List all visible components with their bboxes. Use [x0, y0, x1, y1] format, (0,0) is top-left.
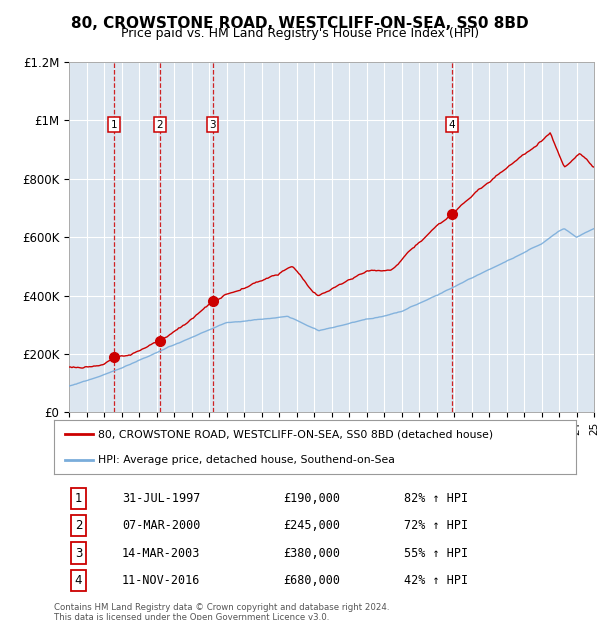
- Text: 11-NOV-2016: 11-NOV-2016: [122, 574, 200, 587]
- Text: 4: 4: [448, 120, 455, 130]
- Text: 55% ↑ HPI: 55% ↑ HPI: [404, 547, 468, 560]
- Text: £245,000: £245,000: [284, 519, 341, 532]
- Text: 07-MAR-2000: 07-MAR-2000: [122, 519, 200, 532]
- Text: £380,000: £380,000: [284, 547, 341, 560]
- Text: 1: 1: [111, 120, 118, 130]
- Text: 42% ↑ HPI: 42% ↑ HPI: [404, 574, 468, 587]
- Text: 3: 3: [75, 547, 82, 560]
- Text: 80, CROWSTONE ROAD, WESTCLIFF-ON-SEA, SS0 8BD (detached house): 80, CROWSTONE ROAD, WESTCLIFF-ON-SEA, SS…: [98, 430, 493, 440]
- Text: HPI: Average price, detached house, Southend-on-Sea: HPI: Average price, detached house, Sout…: [98, 454, 395, 464]
- Text: 4: 4: [75, 574, 82, 587]
- Text: £190,000: £190,000: [284, 492, 341, 505]
- Text: 80, CROWSTONE ROAD, WESTCLIFF-ON-SEA, SS0 8BD: 80, CROWSTONE ROAD, WESTCLIFF-ON-SEA, SS…: [71, 16, 529, 30]
- Text: 82% ↑ HPI: 82% ↑ HPI: [404, 492, 468, 505]
- Text: 2: 2: [157, 120, 163, 130]
- Text: Price paid vs. HM Land Registry's House Price Index (HPI): Price paid vs. HM Land Registry's House …: [121, 27, 479, 40]
- Text: £680,000: £680,000: [284, 574, 341, 587]
- Text: Contains HM Land Registry data © Crown copyright and database right 2024.
This d: Contains HM Land Registry data © Crown c…: [54, 603, 389, 620]
- Text: 14-MAR-2003: 14-MAR-2003: [122, 547, 200, 560]
- Text: 3: 3: [209, 120, 216, 130]
- Text: 72% ↑ HPI: 72% ↑ HPI: [404, 519, 468, 532]
- Text: 2: 2: [75, 519, 82, 532]
- Text: 31-JUL-1997: 31-JUL-1997: [122, 492, 200, 505]
- Text: 1: 1: [75, 492, 82, 505]
